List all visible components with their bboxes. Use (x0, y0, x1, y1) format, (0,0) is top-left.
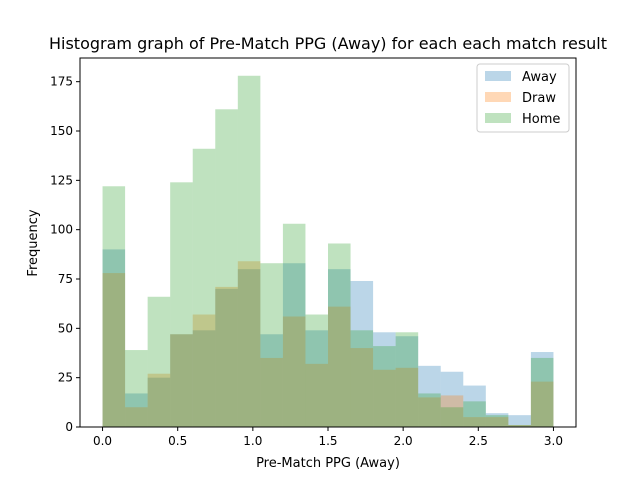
bar-away-18 (508, 415, 531, 427)
y-tick-label: 150 (50, 124, 73, 138)
bar-away-10 (328, 269, 351, 427)
bar-home-19 (530, 357, 554, 427)
bar-away-13 (395, 336, 419, 427)
bar-draw-3 (170, 334, 193, 427)
y-tick-label: 125 (50, 173, 73, 187)
bar-away-2 (147, 377, 171, 427)
bar-draw-2 (147, 373, 171, 427)
x-tick-label: 3.0 (544, 434, 563, 448)
bar-away-11 (350, 280, 374, 427)
x-tick-label: 0.0 (93, 434, 112, 448)
y-tick-label: 50 (58, 321, 73, 335)
bar-away-0 (102, 249, 126, 427)
bar-draw-15 (440, 395, 464, 427)
x-tick-label: 1.0 (243, 434, 262, 448)
bar-away-1 (125, 393, 148, 427)
bars-group (102, 75, 554, 427)
bar-home-4 (192, 148, 216, 427)
y-tick-label: 25 (58, 371, 73, 385)
x-tick-label: 1.5 (318, 434, 337, 448)
legend-label-away: Away (522, 70, 557, 85)
bar-away-19 (530, 352, 554, 427)
bar-home-5 (215, 109, 238, 427)
y-axis: 0 25 50 75 100 125 150 175 (50, 75, 80, 434)
bar-draw-16 (463, 417, 486, 427)
bar-draw-14 (418, 397, 441, 427)
bar-away-8 (282, 263, 306, 427)
x-tick-label: 0.5 (168, 434, 187, 448)
bar-home-18 (508, 425, 531, 427)
bar-away-4 (192, 330, 216, 427)
bar-home-11 (350, 330, 374, 427)
legend-label-draw: Draw (522, 91, 556, 106)
bar-draw-1 (125, 407, 148, 427)
bar-draw-18 (508, 425, 531, 427)
bar-draw-9 (305, 363, 328, 427)
bar-draw-11 (350, 348, 374, 427)
bar-home-6 (237, 75, 261, 427)
bar-home-17 (485, 415, 509, 427)
bar-draw-6 (237, 261, 261, 427)
legend-swatch-away (485, 71, 511, 81)
y-tick-label: 75 (58, 272, 73, 286)
bar-home-8 (282, 223, 306, 427)
chart-title: Histogram graph of Pre-Match PPG (Away) … (49, 34, 607, 53)
bar-home-9 (305, 314, 328, 427)
x-tick-label: 2.0 (394, 434, 413, 448)
bar-draw-0 (102, 273, 126, 427)
bar-away-12 (373, 332, 396, 427)
bar-home-7 (260, 263, 283, 427)
x-axis: 0.0 0.5 1.0 1.5 2.0 2.5 3.0 (93, 427, 563, 448)
x-tick-label: 2.5 (469, 434, 488, 448)
legend-swatch-home (485, 113, 511, 123)
legend-label-home: Home (522, 112, 560, 127)
bar-away-7 (260, 334, 283, 427)
x-axis-label: Pre-Match PPG (Away) (256, 456, 400, 471)
bar-away-16 (463, 385, 486, 427)
bar-home-1 (125, 350, 148, 427)
bar-draw-12 (373, 369, 396, 427)
bar-away-15 (440, 371, 464, 427)
legend: Away Draw Home (476, 63, 570, 133)
bar-home-14 (418, 393, 441, 427)
y-tick-label: 0 (65, 420, 73, 434)
bar-home-0 (102, 186, 126, 427)
legend-swatch-draw (485, 92, 511, 102)
y-tick-label: 175 (50, 75, 73, 89)
bar-draw-5 (215, 286, 238, 427)
bar-draw-19 (530, 381, 554, 427)
bar-away-3 (170, 334, 193, 427)
bar-away-5 (215, 288, 238, 427)
bar-away-17 (485, 413, 509, 427)
y-tick-label: 100 (50, 223, 73, 237)
y-axis-label: Frequency (26, 209, 41, 276)
bar-draw-17 (485, 417, 509, 427)
bar-draw-7 (260, 357, 283, 427)
bar-home-15 (440, 407, 464, 427)
bar-draw-13 (395, 367, 419, 427)
bar-draw-10 (328, 306, 351, 427)
bar-home-2 (147, 296, 171, 427)
bar-home-16 (463, 401, 486, 427)
bar-away-14 (418, 365, 441, 427)
bar-home-13 (395, 332, 419, 427)
bar-draw-8 (282, 316, 306, 427)
bar-home-12 (373, 346, 396, 427)
bar-away-6 (237, 269, 261, 427)
bar-home-3 (170, 182, 193, 427)
bar-draw-4 (192, 314, 216, 427)
legend-box (476, 63, 570, 133)
bar-away-9 (305, 330, 328, 427)
bar-home-10 (328, 243, 351, 427)
